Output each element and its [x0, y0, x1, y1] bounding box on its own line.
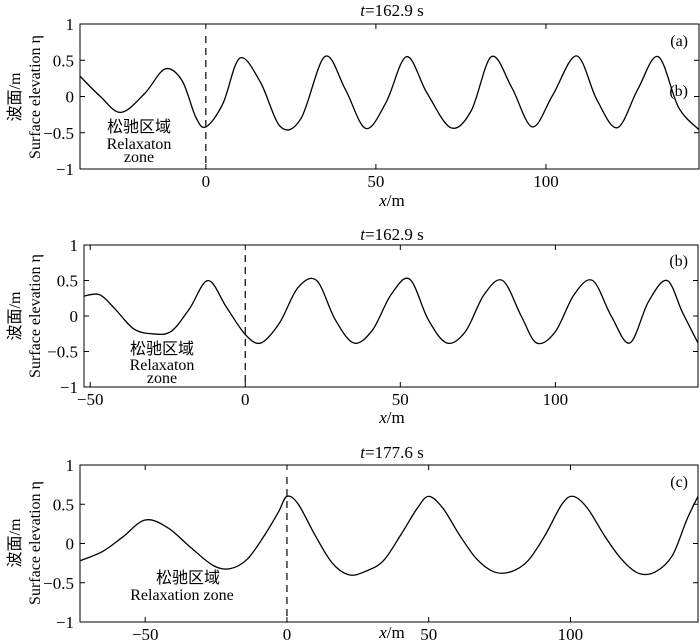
panel-b-label: (b) [669, 253, 688, 270]
panel-c-x-axis: −50 0 50 100 [132, 465, 583, 641]
panel-b-ylabel-cn: 波面/m [6, 291, 24, 340]
panel-c: t=177.6 s 1 0.5 0 −0.5 −1 −50 0 50 100 (c) 松驰区域… [6, 443, 699, 641]
panel-c-y-tick-label: 0.5 [53, 495, 74, 514]
panel-a-x-tick-label: 0 [202, 172, 211, 191]
panel-a-y-tick-label: 0 [66, 88, 75, 107]
panel-a-x-tick-label: 100 [533, 172, 559, 191]
panel-c-surface-curve [79, 495, 699, 576]
panel-b-x-tick-label: −50 [77, 390, 104, 409]
panel-b-x-tick-label: 0 [241, 390, 250, 409]
panel-b-zone-label-cn: 松驰区域 [130, 340, 194, 358]
panel-c-xlabel: x/m [378, 623, 405, 641]
panel-c-y-axis: 1 0.5 0 −0.5 −1 [43, 456, 698, 632]
panel-b-y-tick-label: 0.5 [57, 272, 78, 291]
panel-b-title: t=162.9 s [360, 225, 423, 244]
panel-c-x-tick-label: 100 [558, 625, 584, 641]
panel-a-y-tick-label: −0.5 [43, 124, 74, 143]
panel-a-y-axis: 1 0.5 0 −0.5 −1 [43, 15, 699, 179]
panel-a-title: t=162.9 s [360, 1, 423, 20]
panel-a-ylabel-cn: 波面/m [6, 72, 24, 121]
panel-b-ylabel-en: Surface elevation η [27, 254, 44, 378]
panel-c-y-tick-label: −0.5 [43, 574, 74, 593]
panel-a-y-tick-label: 1 [66, 15, 75, 34]
panel-a: t=162.9 s 1 0.5 0 −0.5 −1 0 50 100 (a) (b) 松驰区… [6, 1, 700, 210]
panel-c-zone-label-en: Relaxation zone [130, 587, 234, 604]
panel-c-y-tick-label: 0 [66, 535, 75, 554]
panel-b-y-tick-label: −1 [60, 378, 78, 397]
panel-c-title: t=177.6 s [360, 443, 423, 462]
panel-a-surface-curve [79, 55, 700, 131]
panel-b: t=162.9 s 1 0.5 0 −0.5 −1 −50 0 50 100 (b) 松驰区域… [6, 225, 699, 427]
panel-a-ylabel-en: Surface elevation η [27, 35, 44, 159]
panel-a-label: (a) [670, 33, 688, 50]
panel-a-x-axis: 0 50 100 [202, 24, 559, 191]
panel-b-y-tick-label: 1 [70, 236, 79, 255]
panel-b-y-axis: 1 0.5 0 −0.5 −1 [47, 236, 698, 397]
panel-b-surface-curve [83, 277, 699, 345]
panel-c-x-tick-label: −50 [132, 625, 159, 641]
panel-a-xlabel: x/m [378, 191, 405, 210]
panel-b-x-tick-label: 100 [543, 390, 569, 409]
panel-b-xlabel: x/m [378, 408, 405, 427]
panel-c-ylabel-en: Surface elevation η [27, 481, 44, 605]
panel-a-zone-label-cn: 松驰区域 [107, 118, 171, 136]
panel-b-y-tick-label: 0 [70, 307, 79, 326]
panel-c-zone-label-cn: 松驰区域 [156, 569, 220, 587]
panel-a-extra-label: (b) [669, 83, 688, 100]
panel-c-y-tick-label: 1 [66, 456, 75, 475]
panel-b-zone-label-en-line2: zone [147, 370, 177, 387]
panel-c-label: (c) [670, 474, 688, 491]
panel-c-y-tick-label: −1 [56, 613, 74, 632]
panel-a-y-tick-label: −1 [56, 160, 74, 179]
panel-a-zone-label-en-line2: zone [124, 149, 154, 166]
panel-b-x-tick-label: 50 [392, 390, 409, 409]
panel-c-x-tick-label: 0 [283, 625, 292, 641]
panel-a-y-tick-label: 0.5 [53, 51, 74, 70]
panel-b-y-tick-label: −0.5 [47, 343, 78, 362]
panel-c-x-tick-label: 50 [420, 625, 437, 641]
panel-b-zone-label-en-line1: Relaxaton [130, 357, 195, 374]
panel-a-frame [79, 23, 700, 170]
panel-c-ylabel-cn: 波面/m [6, 518, 24, 567]
panel-b-x-axis: −50 0 50 100 [77, 245, 568, 409]
panel-a-x-tick-label: 50 [367, 172, 384, 191]
panel-a-zone-label-en-line1: Relaxaton [107, 136, 172, 153]
